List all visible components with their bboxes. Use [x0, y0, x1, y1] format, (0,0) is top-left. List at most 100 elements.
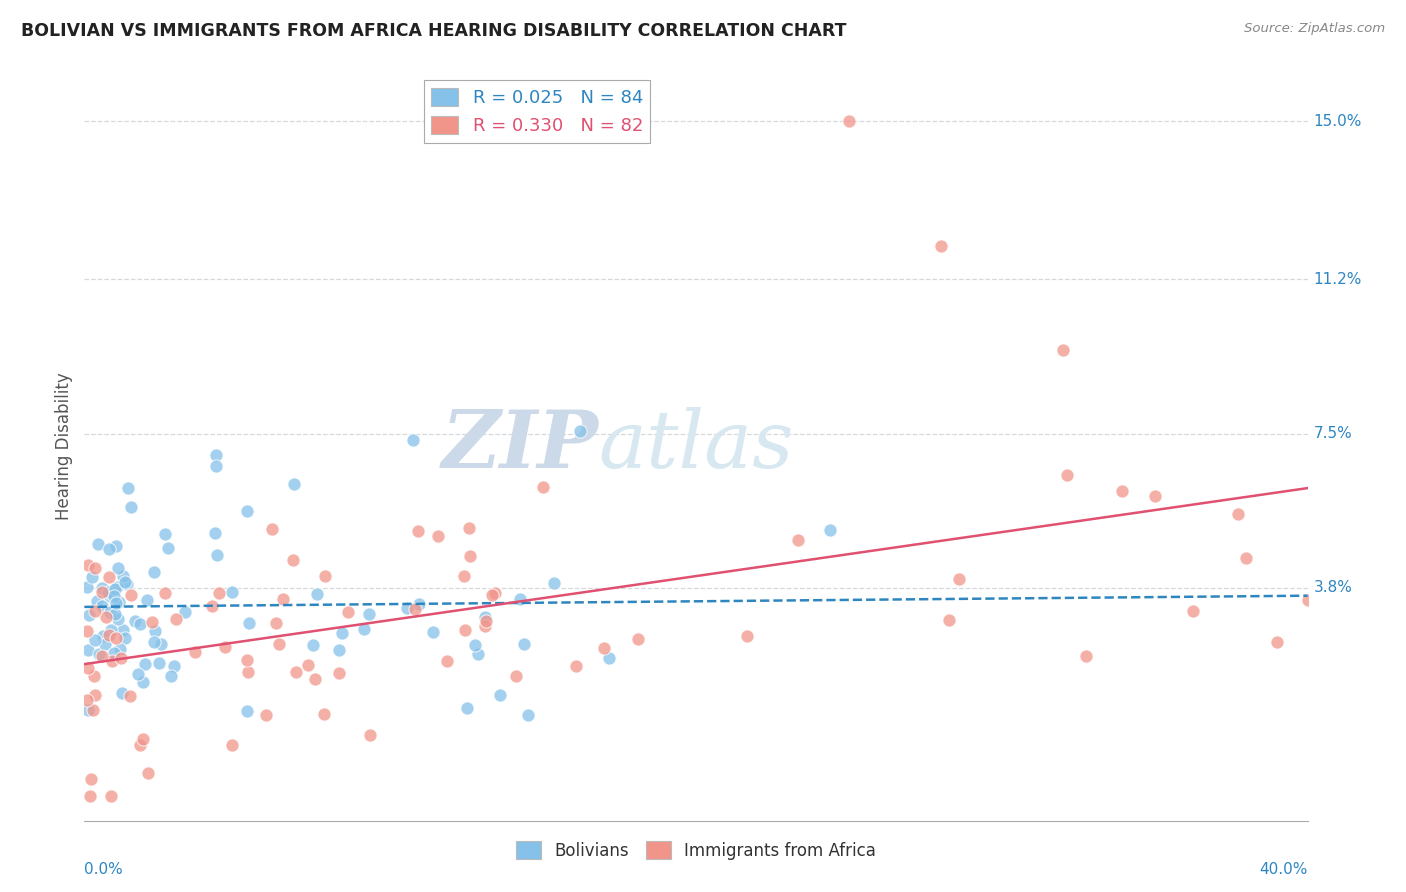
Point — [79, 789, 101, 803]
Point — [208, 585, 231, 599]
Point — [304, 673, 326, 687]
Point — [132, 675, 155, 690]
Point — [134, 657, 156, 671]
Point — [484, 586, 506, 600]
Point — [115, 577, 138, 591]
Point — [458, 521, 481, 535]
Point — [1052, 343, 1074, 358]
Point — [82, 570, 104, 584]
Point — [160, 669, 183, 683]
Point — [214, 640, 236, 654]
Legend: Bolivians, Immigrants from Africa: Bolivians, Immigrants from Africa — [509, 835, 883, 866]
Point — [284, 665, 307, 680]
Point — [262, 522, 284, 536]
Point — [128, 617, 150, 632]
Text: 7.5%: 7.5% — [1313, 426, 1353, 441]
Point — [141, 615, 163, 629]
Point — [787, 533, 810, 548]
Point — [1074, 648, 1097, 663]
Point — [107, 612, 129, 626]
Point — [509, 592, 531, 607]
Point — [474, 610, 496, 624]
Point — [513, 637, 536, 651]
Point — [568, 425, 591, 439]
Point — [204, 525, 226, 540]
Point — [267, 636, 290, 650]
Point — [114, 574, 136, 589]
Point — [163, 659, 186, 673]
Point — [201, 599, 224, 613]
Point — [436, 654, 458, 668]
Point — [90, 649, 112, 664]
Point — [111, 624, 134, 638]
Point — [302, 638, 325, 652]
Point — [107, 580, 129, 594]
Point — [330, 626, 353, 640]
Point — [148, 656, 170, 670]
Point — [236, 504, 259, 518]
Point — [110, 650, 132, 665]
Point — [143, 565, 166, 579]
Point — [136, 592, 159, 607]
Point — [80, 772, 103, 787]
Point — [353, 622, 375, 636]
Point — [531, 480, 554, 494]
Point — [143, 634, 166, 648]
Point — [458, 549, 481, 563]
Point — [91, 585, 114, 599]
Point — [337, 605, 360, 619]
Point — [108, 642, 131, 657]
Point — [1143, 489, 1166, 503]
Text: 0.0%: 0.0% — [84, 862, 124, 877]
Point — [1111, 483, 1133, 498]
Point — [404, 602, 426, 616]
Text: 15.0%: 15.0% — [1313, 114, 1362, 128]
Point — [101, 654, 124, 668]
Point — [129, 739, 152, 753]
Point — [408, 598, 430, 612]
Point — [464, 638, 486, 652]
Point — [307, 587, 329, 601]
Point — [481, 588, 503, 602]
Point — [87, 648, 110, 662]
Point — [818, 523, 841, 537]
Point — [90, 581, 112, 595]
Point — [517, 708, 540, 723]
Point — [111, 569, 134, 583]
Point — [1236, 551, 1258, 566]
Point — [235, 653, 257, 667]
Point — [104, 607, 127, 621]
Point — [593, 641, 616, 656]
Point — [427, 529, 450, 543]
Point — [543, 575, 565, 590]
Point — [328, 643, 350, 657]
Point — [283, 477, 305, 491]
Point — [453, 623, 475, 637]
Point — [127, 667, 149, 681]
Point — [103, 589, 125, 603]
Point — [120, 588, 142, 602]
Point — [153, 527, 176, 541]
Text: 3.8%: 3.8% — [1313, 580, 1353, 595]
Point — [396, 601, 419, 615]
Point — [104, 595, 127, 609]
Point — [98, 542, 121, 557]
Point — [97, 585, 120, 599]
Point — [120, 500, 142, 514]
Point — [221, 738, 243, 752]
Point — [156, 541, 179, 556]
Point — [98, 590, 121, 604]
Point — [281, 553, 304, 567]
Point — [118, 690, 141, 704]
Point — [100, 624, 122, 638]
Point — [236, 704, 259, 718]
Point — [205, 448, 228, 462]
Point — [76, 580, 98, 594]
Point — [107, 561, 129, 575]
Point — [314, 568, 336, 582]
Point — [238, 616, 260, 631]
Point — [1182, 604, 1205, 618]
Point — [205, 548, 228, 562]
Point — [422, 625, 444, 640]
Point — [84, 603, 107, 617]
